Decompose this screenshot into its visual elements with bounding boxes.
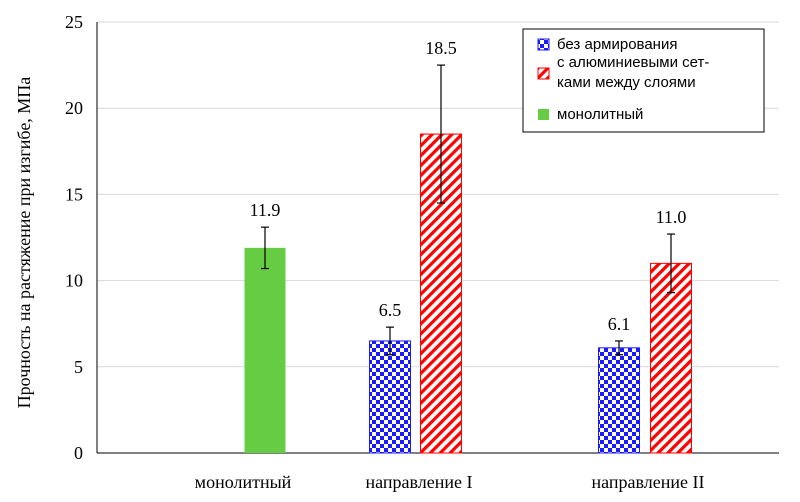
bar [244,247,286,453]
labels: 0 5 10 15 20 25 Прочность на растяжение при из… [14,12,704,492]
data-label: 11.0 [656,207,687,227]
x-tick-label: направление II [592,472,705,492]
y-tick-label: 10 [65,271,83,291]
y-tick-label: 0 [74,443,83,463]
data-label: 6.5 [379,300,402,320]
data-label: 18.5 [425,38,457,58]
bars [244,64,692,454]
data-label: 6.1 [608,314,631,334]
bar [650,262,692,454]
legend-box [522,28,765,133]
y-tick-label: 5 [74,357,83,377]
x-tick-label: монолитный [195,472,292,492]
bar [598,347,640,454]
legend-swatch [537,38,550,51]
y-axis-label: Прочность на растяжение при изгибе, МПа [14,77,34,409]
legend-label: ками между слоями [557,74,696,91]
y-tick-label: 25 [65,12,83,32]
legend-label: без армирования [557,36,677,53]
legend-swatch [537,67,550,80]
x-tick-label: направление I [366,472,473,492]
legend-label: с алюминиевыми сет- [557,54,709,71]
data-label: 11.9 [250,200,281,220]
legend-swatch [538,109,549,120]
legend-label: монолитный [557,106,643,123]
y-tick-label: 20 [65,98,83,118]
bar [369,340,411,454]
y-tick-label: 15 [65,184,83,204]
